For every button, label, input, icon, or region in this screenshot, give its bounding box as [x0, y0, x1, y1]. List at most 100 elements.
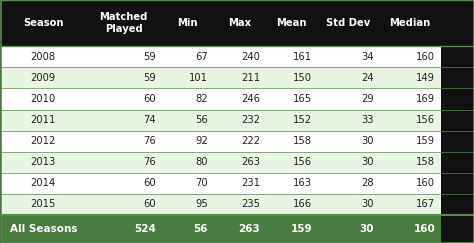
Bar — [86, 0, 162, 46]
Bar — [379, 215, 441, 243]
Bar — [379, 110, 441, 131]
Text: 2014: 2014 — [31, 178, 56, 188]
Text: 156: 156 — [416, 115, 435, 125]
Bar — [379, 46, 441, 67]
Bar — [162, 0, 214, 46]
Text: 235: 235 — [241, 200, 260, 209]
Text: 60: 60 — [143, 178, 156, 188]
Bar — [266, 194, 318, 215]
Bar — [0, 152, 86, 173]
Bar — [266, 152, 318, 173]
Bar — [318, 173, 379, 194]
Text: 169: 169 — [416, 94, 435, 104]
Bar — [379, 152, 441, 173]
Text: 30: 30 — [359, 224, 374, 234]
Text: 166: 166 — [293, 200, 312, 209]
Text: 161: 161 — [293, 52, 312, 62]
Bar — [266, 46, 318, 67]
Bar — [379, 88, 441, 110]
Text: 2008: 2008 — [31, 52, 56, 62]
Text: 150: 150 — [293, 73, 312, 83]
Bar — [86, 152, 162, 173]
Text: 70: 70 — [195, 178, 208, 188]
Text: 33: 33 — [361, 115, 374, 125]
Bar — [214, 46, 266, 67]
Bar — [0, 110, 86, 131]
Text: 29: 29 — [361, 94, 374, 104]
Bar — [214, 173, 266, 194]
Bar — [0, 67, 86, 88]
Text: 524: 524 — [134, 224, 156, 234]
Text: 160: 160 — [416, 178, 435, 188]
Bar — [266, 88, 318, 110]
Bar — [318, 194, 379, 215]
Bar — [86, 215, 162, 243]
Bar — [0, 194, 86, 215]
Text: 231: 231 — [241, 178, 260, 188]
Text: 60: 60 — [143, 200, 156, 209]
Bar — [318, 215, 379, 243]
Bar — [162, 67, 214, 88]
Bar — [162, 152, 214, 173]
Bar — [214, 152, 266, 173]
Text: 59: 59 — [143, 52, 156, 62]
Text: 2011: 2011 — [31, 115, 56, 125]
Bar — [0, 173, 86, 194]
Text: 2013: 2013 — [31, 157, 56, 167]
Text: 30: 30 — [361, 200, 374, 209]
Bar — [379, 131, 441, 152]
Text: 82: 82 — [195, 94, 208, 104]
Text: 211: 211 — [241, 73, 260, 83]
Bar — [318, 46, 379, 67]
Text: 2010: 2010 — [31, 94, 56, 104]
Bar — [0, 131, 86, 152]
Text: 158: 158 — [416, 157, 435, 167]
Bar — [266, 0, 318, 46]
Text: Median: Median — [390, 18, 431, 28]
Bar — [379, 67, 441, 88]
Bar — [162, 88, 214, 110]
Bar — [0, 88, 86, 110]
Bar — [379, 194, 441, 215]
Bar — [318, 152, 379, 173]
Text: 160: 160 — [416, 52, 435, 62]
Text: Season: Season — [23, 18, 64, 28]
Text: Matched
Played: Matched Played — [100, 12, 148, 34]
Bar — [86, 67, 162, 88]
Bar — [318, 131, 379, 152]
Text: All Seasons: All Seasons — [9, 224, 77, 234]
Bar — [266, 67, 318, 88]
Bar — [318, 67, 379, 88]
Text: 263: 263 — [238, 224, 260, 234]
Bar — [162, 110, 214, 131]
Text: Min: Min — [177, 18, 198, 28]
Bar — [86, 173, 162, 194]
Text: 76: 76 — [143, 157, 156, 167]
Text: 30: 30 — [361, 157, 374, 167]
Text: 30: 30 — [361, 136, 374, 146]
Text: Max: Max — [228, 18, 251, 28]
Bar — [379, 173, 441, 194]
Text: 74: 74 — [143, 115, 156, 125]
Bar — [86, 88, 162, 110]
Bar — [379, 0, 441, 46]
Bar — [318, 110, 379, 131]
Text: 160: 160 — [413, 224, 435, 234]
Bar — [162, 46, 214, 67]
Bar — [86, 110, 162, 131]
Text: 2015: 2015 — [31, 200, 56, 209]
Bar — [266, 110, 318, 131]
Bar — [86, 46, 162, 67]
Bar — [214, 0, 266, 46]
Text: 76: 76 — [143, 136, 156, 146]
Text: 232: 232 — [241, 115, 260, 125]
Text: 149: 149 — [416, 73, 435, 83]
Text: 165: 165 — [293, 94, 312, 104]
Bar — [214, 131, 266, 152]
Text: Std Dev: Std Dev — [327, 18, 371, 28]
Bar — [266, 173, 318, 194]
Text: 152: 152 — [293, 115, 312, 125]
Bar — [162, 215, 214, 243]
Text: 2009: 2009 — [31, 73, 56, 83]
Text: 59: 59 — [143, 73, 156, 83]
